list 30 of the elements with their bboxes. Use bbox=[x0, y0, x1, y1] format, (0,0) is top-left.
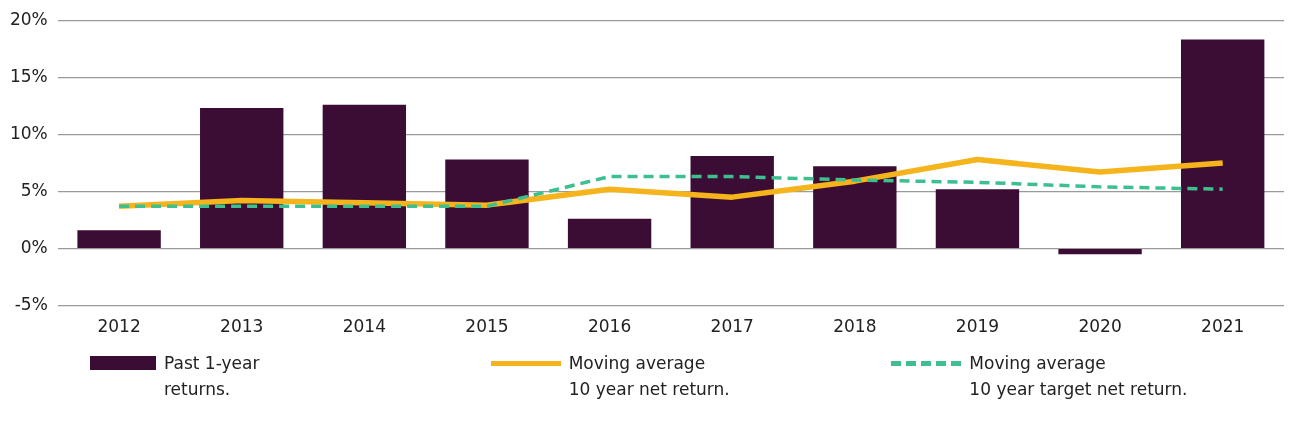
bar bbox=[200, 108, 284, 248]
y-tick-label: 15% bbox=[9, 65, 48, 86]
y-tick-label: 5% bbox=[20, 179, 48, 200]
bar bbox=[690, 156, 774, 248]
y-tick-label: 10% bbox=[9, 122, 48, 143]
y-tick-label: 0% bbox=[20, 236, 48, 257]
x-tick-label: 2015 bbox=[465, 316, 509, 337]
bar bbox=[77, 230, 161, 248]
x-tick-label: 2020 bbox=[1078, 316, 1122, 337]
legend-label: Past 1-year returns. bbox=[164, 352, 260, 401]
x-tick-label: 2013 bbox=[220, 316, 264, 337]
x-tick-label: 2019 bbox=[955, 316, 1000, 337]
legend-label: Moving average 10 year net return. bbox=[568, 352, 730, 401]
bar bbox=[935, 189, 1020, 248]
bar bbox=[567, 218, 652, 248]
x-tick-label: 2018 bbox=[833, 316, 877, 337]
bar bbox=[322, 104, 407, 248]
bar bbox=[1058, 249, 1142, 255]
x-tick-label: 2017 bbox=[710, 316, 754, 337]
x-tick-label: 2014 bbox=[342, 316, 386, 337]
y-tick-label: -5% bbox=[14, 294, 48, 315]
x-tick-label: 2016 bbox=[587, 316, 632, 337]
line-series bbox=[117, 174, 1225, 209]
y-tick-label: 20% bbox=[9, 8, 48, 29]
legend-label: Moving average 10 year target net return. bbox=[969, 352, 1188, 401]
bar bbox=[445, 159, 529, 248]
bar bbox=[1181, 39, 1265, 248]
bar bbox=[813, 166, 897, 248]
x-tick-label: 2012 bbox=[97, 316, 141, 337]
x-tick-label: 2021 bbox=[1201, 316, 1245, 337]
